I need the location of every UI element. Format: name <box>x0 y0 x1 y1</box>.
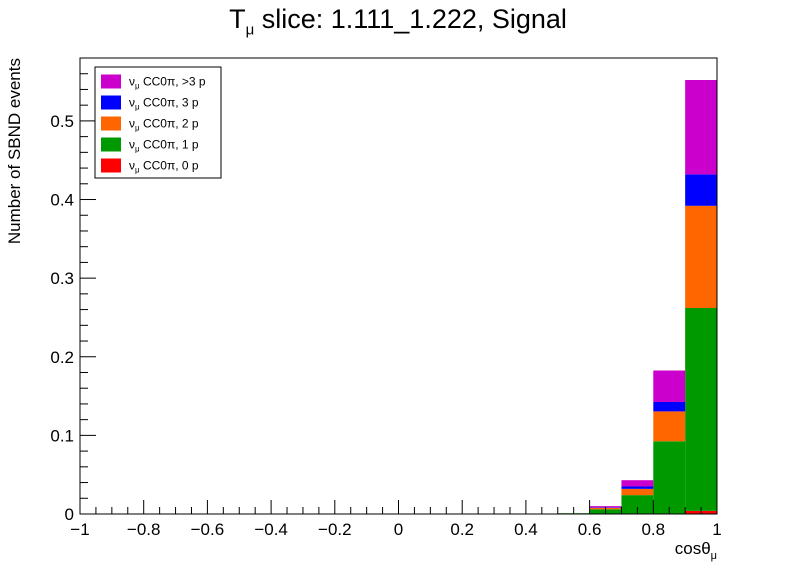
bar-series2-bin17 <box>621 488 654 496</box>
x-axis-title: cosθμ <box>675 539 717 562</box>
title-sub: μ <box>245 21 255 39</box>
x-axis: −1 −0.8 −0.6 −0.4 −0.2 0 0.2 0.4 0.6 0.8 1 <box>70 500 722 539</box>
bar-series4-bin19 <box>685 80 717 175</box>
bar-series4-bin18 <box>653 370 686 402</box>
legend: νμ CC0π, >3 p νμ CC0π, 3 p νμ CC0π, 2 p νμ … <box>94 66 222 179</box>
bar-series3-bin19 <box>685 174 717 206</box>
bar-series4-bin17 <box>621 480 654 487</box>
x-axis-title-main: cosθ <box>675 539 711 558</box>
x-tick-label: −0.6 <box>191 520 225 539</box>
bar-series2-bin19 <box>685 205 717 309</box>
title-rest: slice: 1.111_1.222, Signal <box>254 4 567 34</box>
y-tick-label: 0.2 <box>50 348 74 367</box>
title-main: T <box>229 4 246 34</box>
x-tick-label: 0.6 <box>578 520 602 539</box>
x-tick-label: 0 <box>394 520 403 539</box>
y-tick-label: 0.5 <box>50 112 74 131</box>
x-tick-label: 0.8 <box>641 520 665 539</box>
x-tick-label: −0.8 <box>127 520 161 539</box>
y-tick-label: 0.4 <box>50 191 74 210</box>
legend-swatch <box>101 158 121 173</box>
y-axis-title: Number of SBND events <box>5 58 24 244</box>
legend-swatch <box>101 95 121 110</box>
x-axis-title-sub: μ <box>711 550 717 562</box>
x-tick-label: −0.2 <box>318 520 352 539</box>
y-axis: 0 0.1 0.2 0.3 0.4 0.5 <box>50 73 96 524</box>
x-tick-label: −1 <box>70 520 89 539</box>
x-tick-label: 0.2 <box>450 520 474 539</box>
bar-series4-bin16 <box>589 506 622 508</box>
y-tick-label: 0.1 <box>50 426 74 445</box>
legend-swatch <box>101 74 121 89</box>
bar-series1-bin19 <box>685 308 717 511</box>
legend-label: νμ CC0π, 0 p <box>129 159 199 175</box>
bars-layer <box>557 80 717 515</box>
bar-series1-bin17 <box>621 495 654 514</box>
legend-label: νμ CC0π, 1 p <box>129 138 199 154</box>
legend-label: νμ CC0π, 3 p <box>129 96 199 112</box>
chart-title: Tμ slice: 1.111_1.222, Signal <box>0 4 796 38</box>
bar-series3-bin17 <box>621 486 654 489</box>
legend-label: νμ CC0π, 2 p <box>129 117 199 133</box>
legend-swatch <box>101 137 121 152</box>
x-tick-label: 0.4 <box>514 520 538 539</box>
x-tick-label: −0.4 <box>254 520 288 539</box>
legend-swatch <box>101 116 121 131</box>
bar-series3-bin18 <box>653 401 686 412</box>
y-tick-label: 0.3 <box>50 269 74 288</box>
bar-series2-bin18 <box>653 411 686 442</box>
x-tick-label: 1 <box>712 520 721 539</box>
bar-series1-bin18 <box>653 441 686 514</box>
y-tick-label: 0 <box>65 505 74 524</box>
legend-label: νμ CC0π, >3 p <box>129 75 206 91</box>
